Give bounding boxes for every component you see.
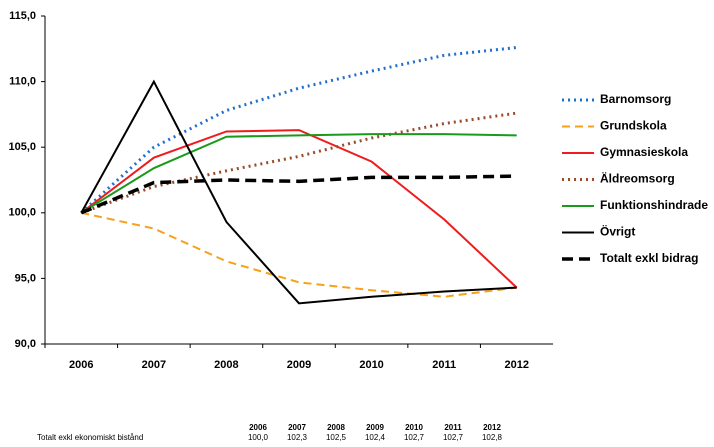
legend-label: Barnomsorg bbox=[600, 92, 671, 106]
table-cell: 102,7 bbox=[443, 433, 464, 442]
series-line bbox=[80, 79, 517, 305]
legend-label: Grundskola bbox=[600, 119, 667, 133]
table-header: 2011 bbox=[444, 423, 462, 432]
x-tick-label: 2011 bbox=[432, 359, 456, 371]
table-header: 2010 bbox=[405, 423, 423, 432]
table-cell: 100,0 bbox=[248, 433, 269, 442]
series-line bbox=[80, 45, 517, 214]
table-header: 2009 bbox=[366, 423, 384, 432]
x-tick-label: 2007 bbox=[142, 359, 166, 371]
table-cell: 102,3 bbox=[287, 433, 308, 442]
series-line bbox=[80, 133, 517, 214]
legend-label: Totalt exkl bidrag bbox=[600, 251, 698, 265]
x-tick-label: 2006 bbox=[69, 359, 93, 371]
table-cell: 102,8 bbox=[482, 433, 503, 442]
legend-label: Funktionshindrade bbox=[600, 198, 708, 212]
x-tick-label: 2009 bbox=[287, 359, 311, 371]
y-tick-label: 90,0 bbox=[15, 338, 36, 350]
legend-label: Äldreomsorg bbox=[600, 171, 675, 186]
table-header: 2007 bbox=[288, 423, 306, 432]
x-tick-label: 2010 bbox=[359, 359, 383, 371]
y-tick-label: 95,0 bbox=[15, 272, 36, 284]
y-tick-label: 110,0 bbox=[9, 76, 36, 88]
table-header: 2012 bbox=[483, 423, 501, 432]
table-header: 2006 bbox=[249, 423, 267, 432]
y-tick-label: 105,0 bbox=[8, 141, 36, 153]
table-header: 2008 bbox=[327, 423, 345, 432]
x-tick-label: 2008 bbox=[214, 359, 238, 371]
table-cell: 102,4 bbox=[365, 433, 386, 442]
series-line bbox=[80, 129, 518, 289]
y-tick-label: 100,0 bbox=[8, 207, 36, 219]
legend-label: Övrigt bbox=[600, 224, 635, 239]
table-cell: 102,7 bbox=[404, 433, 425, 442]
x-tick-label: 2012 bbox=[504, 359, 528, 371]
legend-label: Gymnasieskola bbox=[600, 145, 688, 159]
y-tick-label: 115,0 bbox=[9, 10, 36, 22]
table-row-label: Totalt exkl ekonomiskt bistånd bbox=[37, 433, 143, 442]
series-line bbox=[80, 174, 517, 215]
table-cell: 102,5 bbox=[326, 433, 347, 442]
